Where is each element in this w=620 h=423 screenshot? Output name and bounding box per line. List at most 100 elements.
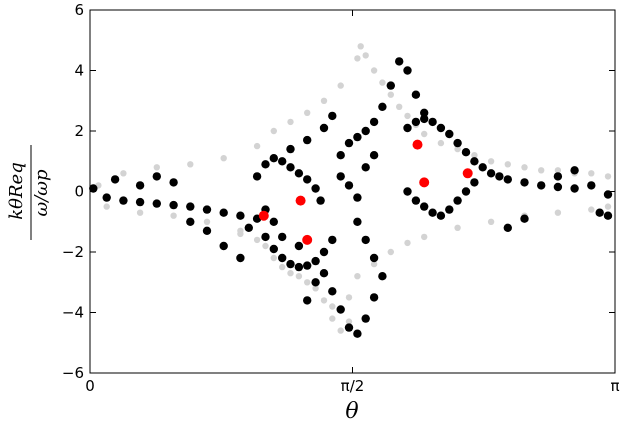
data-point	[486, 169, 496, 178]
data-point	[554, 209, 562, 216]
data-point	[603, 211, 613, 220]
data-point	[169, 200, 178, 210]
data-point	[462, 168, 473, 179]
chaotic-series	[89, 57, 613, 338]
data-point	[520, 214, 529, 223]
y-tick-label: 0	[74, 183, 84, 201]
data-point	[404, 239, 411, 247]
data-point	[487, 158, 495, 165]
data-point	[337, 82, 344, 89]
data-point	[278, 253, 287, 263]
data-point	[353, 329, 362, 338]
data-point	[287, 270, 294, 277]
y-axis-title: kθReq ω/ωp	[6, 145, 52, 240]
data-point	[252, 172, 262, 181]
data-point	[361, 163, 370, 172]
y-tick-label: −4	[62, 304, 84, 322]
data-point	[286, 259, 295, 269]
y-tick-label: −6	[62, 364, 84, 382]
data-point	[311, 278, 320, 287]
data-point	[328, 235, 337, 245]
data-point	[278, 232, 287, 242]
data-point	[295, 195, 306, 206]
data-point	[236, 253, 245, 263]
data-point	[295, 273, 303, 280]
data-point	[319, 123, 329, 133]
data-point	[336, 172, 345, 181]
data-point	[304, 109, 311, 117]
data-point	[386, 81, 395, 90]
data-point	[428, 117, 437, 127]
data-point	[570, 166, 579, 175]
data-point	[320, 297, 328, 304]
data-point	[270, 254, 277, 262]
data-point	[311, 184, 320, 193]
data-point	[369, 253, 379, 263]
data-point	[269, 217, 278, 226]
data-point	[478, 163, 487, 172]
data-point	[369, 293, 379, 302]
data-point	[604, 203, 612, 210]
data-point	[236, 211, 245, 220]
data-point	[521, 164, 528, 171]
data-point	[470, 178, 479, 187]
data-point	[278, 157, 287, 166]
data-point	[354, 273, 361, 280]
data-point	[420, 108, 429, 118]
data-point	[253, 142, 261, 150]
data-point	[102, 193, 111, 202]
data-point	[420, 202, 429, 211]
data-point	[316, 196, 325, 205]
data-point	[203, 218, 211, 225]
data-point	[336, 305, 345, 314]
data-point	[328, 287, 337, 296]
data-point	[269, 244, 278, 254]
data-point	[219, 241, 228, 251]
data-point	[411, 90, 421, 99]
data-point	[353, 193, 362, 202]
data-point	[89, 184, 98, 193]
data-point	[329, 315, 336, 322]
plot-background	[90, 10, 615, 373]
data-point	[135, 197, 145, 207]
data-point	[378, 102, 387, 112]
data-point	[436, 123, 446, 133]
data-point	[237, 230, 244, 238]
data-point	[311, 256, 320, 266]
y-tick-label: −2	[62, 243, 84, 261]
data-point	[403, 66, 412, 75]
data-point	[135, 181, 145, 190]
data-point	[337, 327, 344, 334]
data-point	[454, 224, 461, 231]
background-series	[95, 43, 612, 334]
data-point	[587, 181, 596, 190]
data-point	[170, 212, 177, 219]
data-point	[553, 182, 563, 192]
data-point	[461, 187, 471, 196]
data-point	[395, 57, 404, 66]
data-point	[344, 138, 354, 148]
data-point	[169, 178, 178, 187]
data-point	[328, 111, 337, 121]
data-point	[253, 236, 261, 244]
data-point	[370, 260, 378, 268]
data-point	[219, 208, 228, 217]
data-point	[119, 196, 128, 205]
data-point	[595, 208, 604, 217]
data-point	[303, 296, 312, 305]
data-point	[286, 163, 295, 172]
data-point	[411, 117, 421, 127]
y-tick-label: 6	[74, 1, 84, 19]
data-point	[419, 177, 430, 188]
data-point	[445, 129, 454, 139]
data-point	[361, 235, 370, 245]
data-point	[279, 263, 286, 271]
data-point	[421, 233, 428, 241]
data-point	[261, 232, 270, 242]
data-point	[495, 172, 504, 181]
x-tick-label: 0	[85, 377, 95, 395]
data-point	[269, 154, 278, 163]
data-point	[303, 175, 312, 184]
periodic-orbit-series	[258, 139, 473, 245]
x-tick-label: π	[610, 377, 619, 395]
